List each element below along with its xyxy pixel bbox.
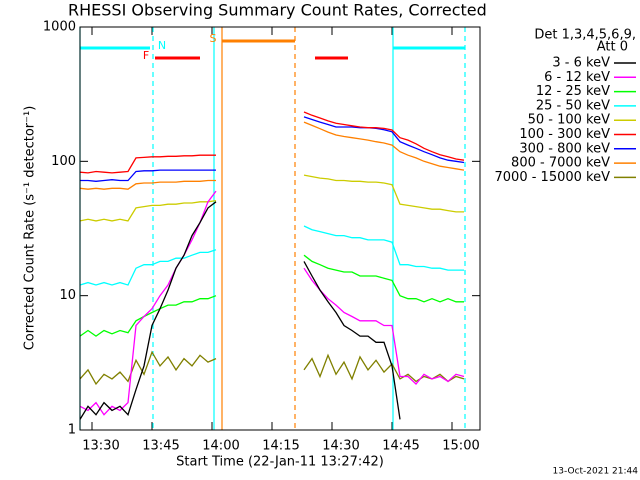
x-tick-label: 14:00 [202, 439, 239, 454]
x-tick-label: 14:15 [262, 439, 299, 454]
x-tick-label: 13:30 [82, 439, 119, 454]
legend-title: Det 1,3,4,5,6,9, [534, 28, 636, 43]
legend-label: 25 - 50 keV [536, 98, 610, 113]
y-tick-label: 1000 [43, 20, 76, 35]
x-tick-label: 13:45 [142, 439, 179, 454]
flag-label: S [210, 32, 217, 45]
series-line [79, 350, 465, 386]
legend-title: Att 0 [597, 40, 628, 55]
series-line [79, 201, 401, 420]
series-line [79, 225, 464, 286]
x-axis-title: Start Time (22-Jan-11 13:27:42) [176, 455, 384, 470]
chart-title: RHESSI Observing Summary Count Rates, Co… [68, 1, 487, 20]
footer-date: 13-Oct-2021 21:44 [553, 467, 639, 477]
flag-label: N [158, 39, 166, 52]
legend-label: 50 - 100 keV [528, 113, 611, 128]
legend-label: 12 - 25 keV [536, 84, 610, 99]
series-line [80, 116, 465, 182]
flag-label: F [143, 49, 149, 62]
series-line [79, 121, 465, 190]
legend-label: 6 - 12 keV [544, 70, 610, 85]
y-tick-label: 100 [51, 154, 76, 169]
y-axis-title: Corrected Count Rate (s⁻¹ detector⁻¹) [23, 106, 38, 351]
series-line [79, 174, 464, 222]
legend-label: 7000 - 15000 keV [495, 170, 611, 185]
y-tick-label: 1 [68, 423, 76, 438]
series-line [79, 254, 464, 337]
legend-label: 3 - 6 keV [552, 56, 610, 71]
y-tick-label: 10 [59, 288, 76, 303]
legend-label: 800 - 7000 keV [511, 156, 610, 171]
plot-frame [79, 26, 481, 431]
series-line [79, 190, 465, 416]
legend-label: 100 - 300 keV [519, 127, 610, 142]
series-line [79, 111, 465, 174]
x-tick-label: 14:45 [382, 439, 419, 454]
x-tick-label: 15:00 [442, 439, 479, 454]
x-tick-label: 14:30 [322, 439, 359, 454]
legend-label: 300 - 800 keV [519, 141, 610, 156]
